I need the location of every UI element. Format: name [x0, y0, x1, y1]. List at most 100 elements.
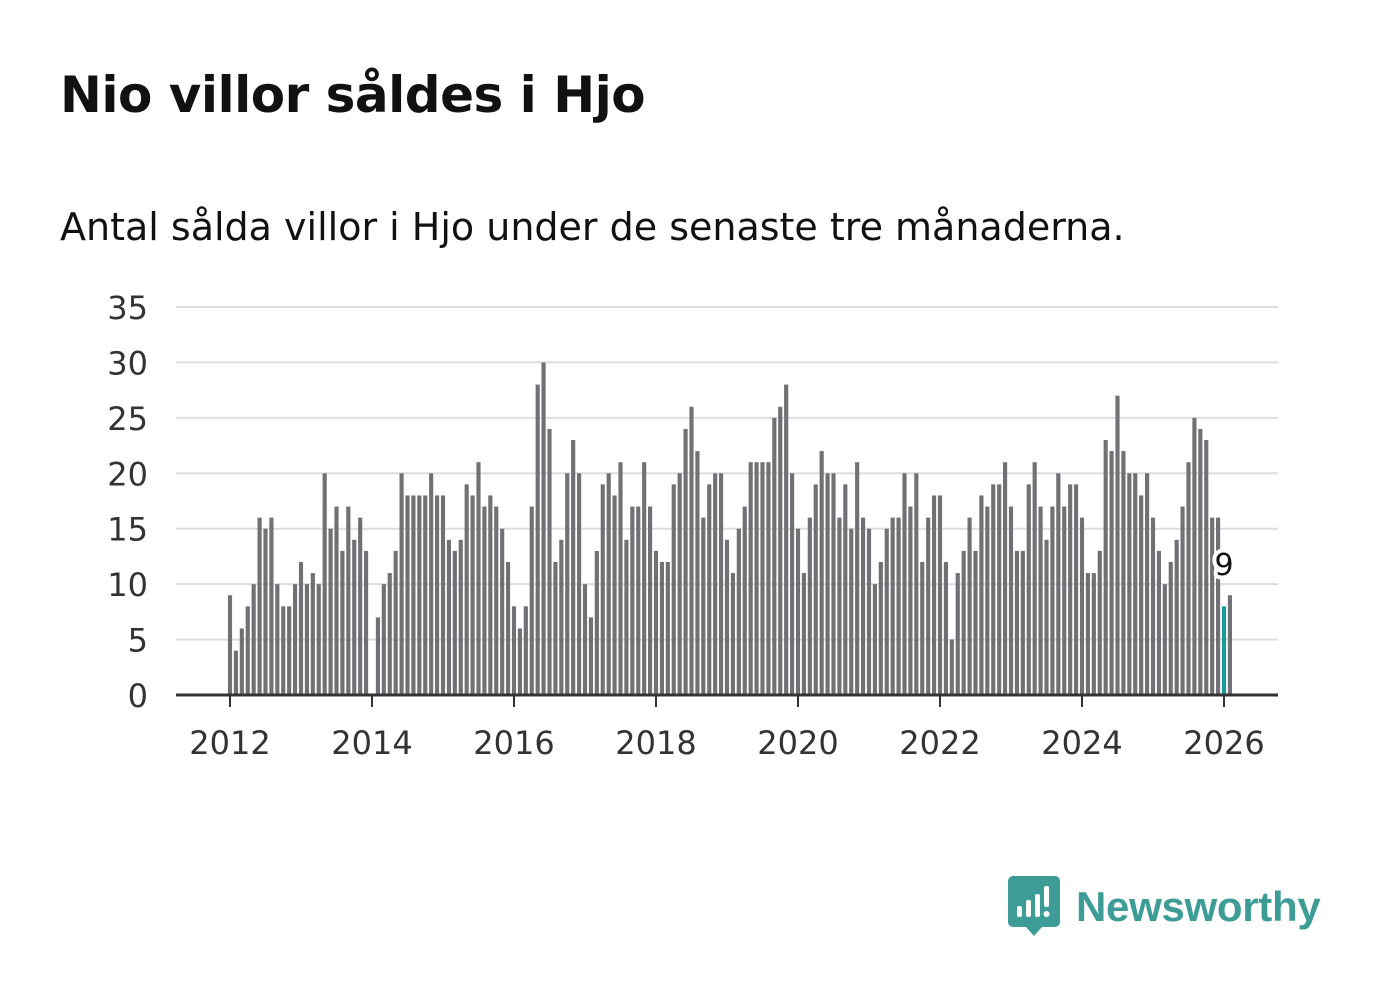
bar — [1062, 506, 1067, 695]
bar — [529, 506, 534, 695]
bar — [446, 539, 451, 695]
bar — [665, 561, 670, 695]
bar — [813, 484, 818, 695]
newsworthy-logo: Newsworthy — [1008, 876, 1321, 938]
bar — [730, 573, 735, 695]
bar — [766, 462, 771, 695]
x-tick-label: 2022 — [899, 724, 980, 762]
y-tick-label: 35 — [107, 289, 148, 327]
bar — [304, 584, 309, 695]
bar — [440, 495, 446, 695]
bar — [1020, 550, 1025, 695]
bar — [612, 495, 617, 695]
bar — [553, 561, 558, 695]
bar — [316, 584, 321, 695]
bar — [352, 539, 357, 695]
bar — [571, 440, 576, 695]
bar — [257, 517, 262, 695]
bar — [807, 517, 812, 695]
bar — [973, 550, 978, 695]
y-tick-label: 20 — [107, 455, 148, 493]
bar — [1145, 473, 1150, 695]
bar — [1056, 473, 1061, 695]
bar — [902, 473, 907, 695]
bar — [1204, 440, 1209, 695]
bar — [991, 484, 996, 695]
bar — [1156, 550, 1161, 695]
bar — [393, 550, 398, 695]
bar — [790, 473, 795, 695]
bar — [541, 362, 546, 695]
bar — [1109, 451, 1114, 695]
bar — [269, 517, 274, 695]
chart-subtitle: Antal sålda villor i Hjo under de senast… — [60, 205, 1125, 249]
bar — [961, 550, 966, 695]
bar — [559, 539, 564, 695]
bar — [701, 517, 706, 695]
bar — [778, 406, 783, 695]
bar — [417, 495, 422, 695]
bar — [1227, 595, 1232, 695]
bar — [588, 617, 593, 695]
bar — [381, 584, 386, 695]
bar — [866, 528, 872, 695]
x-tick-label: 2018 — [615, 724, 696, 762]
bar — [464, 484, 469, 695]
bar — [754, 462, 759, 695]
bar — [1026, 484, 1031, 695]
highlight-data-label: 9 — [1214, 548, 1233, 583]
bar — [855, 462, 860, 695]
bar — [659, 561, 664, 695]
bar — [511, 606, 517, 695]
bar — [334, 506, 339, 695]
bar — [1091, 573, 1096, 695]
y-axis-ticks: 0 5 10 15 20 25 30 35 — [107, 289, 148, 715]
bar — [1079, 517, 1085, 695]
bar — [523, 606, 528, 695]
bar — [1044, 539, 1049, 695]
bar — [677, 473, 682, 695]
bar — [565, 473, 570, 695]
bar — [719, 473, 724, 695]
bar — [914, 473, 919, 695]
x-tick-label: 2014 — [331, 724, 412, 762]
bar — [488, 495, 493, 695]
brand-name: Newsworthy — [1076, 883, 1321, 930]
bar — [831, 473, 836, 695]
bar — [328, 528, 333, 695]
bar — [648, 506, 653, 695]
bar — [500, 528, 505, 695]
y-tick-label: 30 — [107, 344, 148, 382]
bar — [724, 539, 730, 695]
bar — [1162, 584, 1167, 695]
bar — [600, 484, 605, 695]
bar — [1186, 462, 1191, 695]
bar — [695, 451, 700, 695]
bar — [1008, 506, 1014, 695]
y-tick-label: 0 — [128, 677, 148, 715]
bar — [967, 517, 972, 695]
bar — [239, 628, 244, 695]
bar — [920, 561, 925, 695]
bar — [760, 462, 765, 695]
bar — [1133, 473, 1138, 695]
bar — [452, 550, 457, 695]
bar — [642, 462, 647, 695]
bar — [1216, 517, 1221, 695]
bar — [624, 539, 629, 695]
bar — [795, 528, 801, 695]
bar — [1150, 517, 1156, 695]
bar — [707, 484, 712, 695]
bar — [1085, 573, 1090, 695]
bar — [949, 639, 954, 695]
bar — [435, 495, 440, 695]
bar — [1032, 462, 1037, 695]
bar — [1174, 539, 1179, 695]
bar — [819, 451, 824, 695]
bar — [825, 473, 830, 695]
bar — [872, 584, 877, 695]
bar — [1003, 462, 1008, 695]
x-tick-label: 2020 — [757, 724, 838, 762]
bar — [298, 561, 304, 695]
x-axis-ticks: 2012 2014 2016 2018 2020 2022 2024 2026 — [189, 695, 1265, 762]
